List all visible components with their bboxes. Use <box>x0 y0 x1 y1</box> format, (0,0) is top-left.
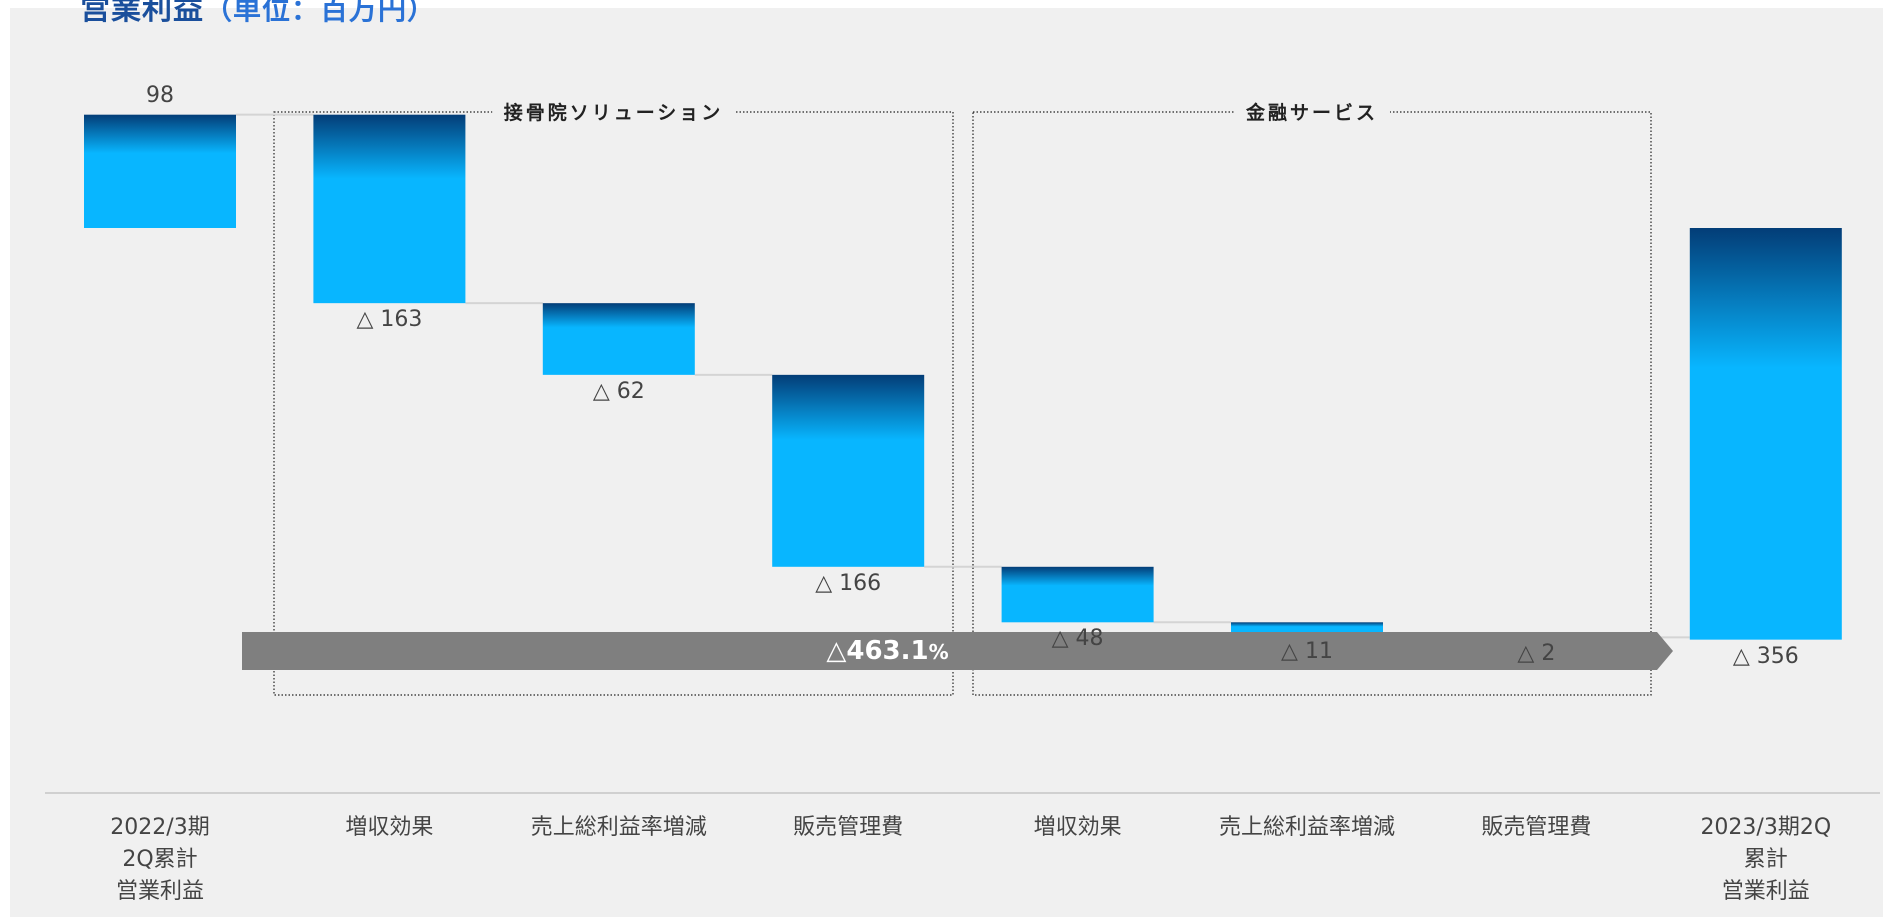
category-label-7: 販売管理費 <box>1481 815 1592 840</box>
summary-arrow <box>242 632 1673 670</box>
bar-2 <box>313 114 466 304</box>
category-label-5: 増収効果 <box>1033 815 1122 840</box>
bar-8 <box>1689 228 1842 640</box>
category-label-8: 2023/3期2Q 累計 営業利益 <box>1700 815 1832 904</box>
category-label-1: 2022/3期 2Q累計 営業利益 <box>110 815 210 904</box>
title-unit: （単位：百万円） <box>204 0 437 26</box>
value-label-4: △ 166 <box>815 570 882 596</box>
bar-6 <box>1231 622 1383 636</box>
summary-arrow-label: △463.1% <box>826 636 948 666</box>
category-label-3: 売上総利益率増減 <box>530 815 707 840</box>
summary-value: △463.1 <box>826 636 929 666</box>
value-label-2: △ 163 <box>356 307 423 333</box>
category-label-2: 増収効果 <box>345 815 434 840</box>
bar-5 <box>1001 566 1154 623</box>
group-label-1: 接骨院ソリューション <box>491 98 736 125</box>
bar-1 <box>84 114 236 228</box>
group-box-2 <box>972 111 1652 696</box>
value-label-3: △ 62 <box>592 378 645 404</box>
bar-3 <box>542 303 695 375</box>
value-label-7: △ 2 <box>1517 641 1556 667</box>
value-label-8: △ 356 <box>1732 643 1799 669</box>
bar-4 <box>772 374 925 567</box>
category-label-6: 売上総利益率増減 <box>1218 815 1395 840</box>
value-label-6: △ 11 <box>1281 639 1333 665</box>
title-main: 営業利益 <box>80 0 204 27</box>
chart-title: 営業利益（単位：百万円） <box>80 0 436 28</box>
category-label-4: 販売管理費 <box>793 815 904 840</box>
value-label-1: 98 <box>146 82 174 108</box>
value-label-5: △ 48 <box>1051 626 1104 652</box>
group-label-2: 金融サービス <box>1233 98 1391 125</box>
summary-unit: % <box>928 640 949 664</box>
